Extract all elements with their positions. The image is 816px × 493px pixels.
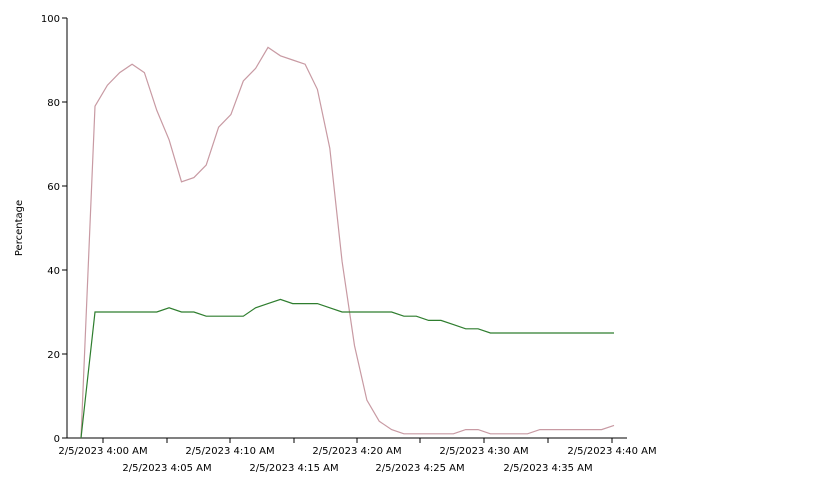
x-axis: 2/5/2023 4:00 AM 2/5/2023 4:05 AM 2/5/2023… bbox=[58, 437, 657, 474]
x-tick-label: 2/5/2023 4:30 AM bbox=[439, 446, 528, 457]
y-axis-title: Percentage bbox=[14, 200, 25, 256]
series-line-1 bbox=[80, 46, 615, 439]
series-line-2 bbox=[80, 298, 614, 439]
x-tick-label: 2/5/2023 4:40 AM bbox=[567, 446, 656, 457]
y-tick-label: 0 bbox=[54, 434, 60, 445]
x-tick-label: 2/5/2023 4:15 AM bbox=[249, 463, 338, 474]
x-tick-label: 2/5/2023 4:00 AM bbox=[58, 446, 147, 457]
series-layer bbox=[80, 46, 615, 439]
x-tick-label: 2/5/2023 4:10 AM bbox=[185, 446, 274, 457]
y-tick-label: 80 bbox=[47, 98, 60, 109]
y-axis: 0 20 40 60 80 100 bbox=[41, 14, 68, 445]
y-tick-label: 60 bbox=[47, 182, 60, 193]
x-tick-label: 2/5/2023 4:25 AM bbox=[375, 463, 464, 474]
y-tick-label: 20 bbox=[47, 350, 60, 361]
x-tick-label: 2/5/2023 4:35 AM bbox=[503, 463, 592, 474]
y-tick-label: 40 bbox=[47, 266, 60, 277]
x-tick-label: 2/5/2023 4:20 AM bbox=[312, 446, 401, 457]
x-tick-label: 2/5/2023 4:05 AM bbox=[122, 463, 211, 474]
y-tick-label: 100 bbox=[41, 14, 60, 25]
